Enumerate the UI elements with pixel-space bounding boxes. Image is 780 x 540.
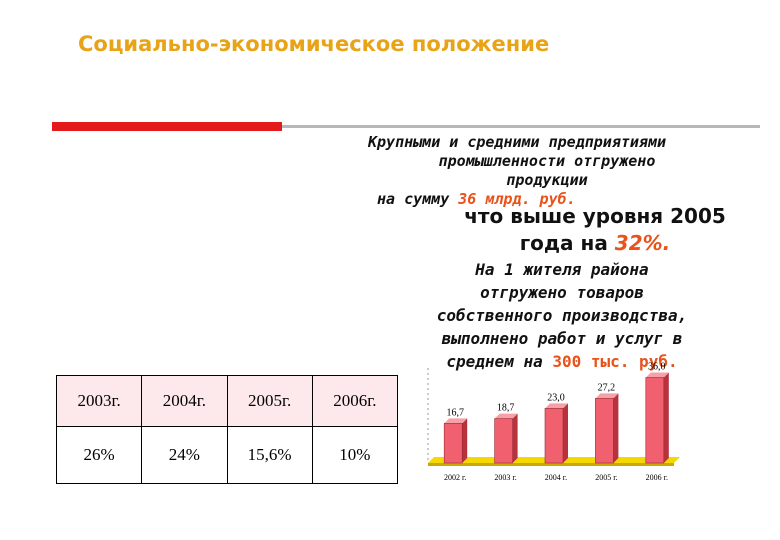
growth-percent: 32%. bbox=[614, 231, 671, 255]
per-capita-line-5: среднем на 300 тыс. руб. bbox=[372, 350, 752, 373]
shipment-line-2: промышленности отгружено bbox=[438, 152, 656, 170]
bar-side bbox=[512, 413, 518, 463]
shipment-line-4: на сумму 36 млрд. руб. bbox=[282, 190, 752, 209]
x-tick-label: 2006 г. bbox=[646, 473, 668, 482]
bar-side bbox=[563, 403, 568, 463]
bar bbox=[595, 398, 614, 464]
table-row-years: 2003г. 2004г. 2005г. 2006г. bbox=[55, 375, 399, 427]
shipment-amount: 36 млрд. руб. bbox=[458, 190, 576, 208]
table-cell-year: 2005г. bbox=[226, 375, 313, 427]
bar-side bbox=[663, 372, 669, 463]
bar-side bbox=[613, 393, 619, 463]
bar-chart: 16,7 2002 г. 18,7 2003 г. 23,0 2004 г. 27,2 200… bbox=[427, 362, 680, 482]
table-cell-value: 10% bbox=[311, 426, 399, 484]
x-tick-label: 2005 г. bbox=[595, 473, 617, 482]
per-capita-paragraph: На 1 жителя района отгружено товаров соб… bbox=[372, 258, 752, 373]
x-tick-label: 2004 г. bbox=[545, 473, 567, 482]
per-capita-amount: 300 тыс. руб. bbox=[552, 352, 678, 371]
shipment-paragraph: Крупными и средними предприятиями промыш… bbox=[282, 133, 752, 209]
bar bbox=[645, 377, 665, 464]
shipment-line-3: продукции bbox=[506, 171, 588, 189]
bar-top bbox=[494, 413, 518, 419]
table-cell-year: 2004г. bbox=[141, 375, 228, 427]
bar-top bbox=[595, 393, 619, 399]
bar-top bbox=[645, 372, 669, 378]
chart-floor-edge bbox=[428, 463, 674, 466]
table-cell-value: 24% bbox=[141, 426, 228, 484]
percent-table: 2003г. 2004г. 2005г. 2006г. 26% 24% 15,6… bbox=[55, 375, 399, 484]
bar bbox=[544, 408, 564, 464]
table-cell-year: 2006г. bbox=[311, 375, 399, 427]
growth-paragraph: что выше уровня 2005 года на 32%. bbox=[410, 203, 780, 257]
per-capita-line-1: На 1 жителя района bbox=[475, 260, 649, 279]
divider-red bbox=[52, 122, 282, 131]
shipment-amount-prefix: на сумму bbox=[377, 190, 459, 208]
table-row-values: 26% 24% 15,6% 10% bbox=[55, 426, 399, 484]
page-title: Социально-экономическое положение bbox=[78, 32, 550, 56]
bar-value-label: 23,0 bbox=[547, 392, 565, 403]
per-capita-line-3: собственного производства, bbox=[436, 306, 688, 325]
bar-value-label: 27,2 bbox=[598, 382, 616, 393]
divider-gray bbox=[282, 125, 760, 128]
per-capita-line-2: отгружено товаров bbox=[480, 283, 644, 302]
bar bbox=[443, 423, 463, 464]
bar bbox=[494, 418, 513, 464]
growth-line-2: года на 32%. bbox=[410, 230, 780, 257]
table-cell-value: 26% bbox=[55, 426, 143, 484]
bar-side bbox=[462, 418, 468, 463]
bar-value-label: 18,7 bbox=[497, 403, 514, 414]
shipment-line-1: Крупными и средними предприятиями bbox=[367, 133, 666, 151]
x-tick-label: 2003 г. bbox=[494, 473, 516, 482]
per-capita-prefix: среднем на bbox=[446, 352, 553, 371]
x-tick-label: 2002 г. bbox=[444, 473, 466, 482]
table-cell-year: 2003г. bbox=[55, 375, 143, 427]
bar-top bbox=[545, 403, 568, 409]
bar-top bbox=[444, 418, 468, 424]
growth-prefix: года на bbox=[519, 231, 615, 255]
per-capita-line-4: выполнено работ и услуг в bbox=[441, 329, 683, 348]
table-cell-value: 15,6% bbox=[226, 426, 313, 484]
bar-value-label: 36,0 bbox=[648, 362, 666, 373]
bar-value-label: 16,7 bbox=[446, 407, 464, 418]
growth-line-1: что выше уровня 2005 bbox=[464, 204, 726, 228]
